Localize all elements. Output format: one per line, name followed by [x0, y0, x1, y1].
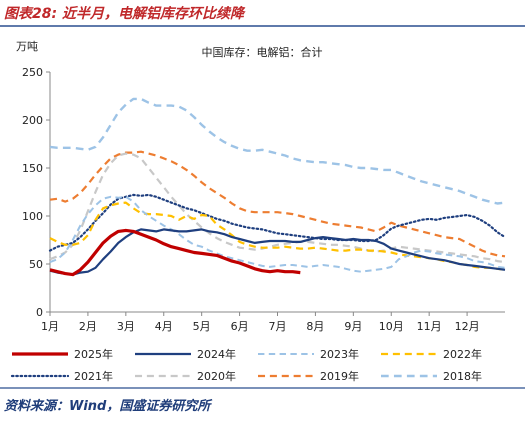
figure-title: 图表28: 近半月，电解铝库存环比续降 — [4, 5, 246, 22]
y-tick-label: 200 — [22, 114, 43, 127]
legend-label: 2020年 — [197, 369, 236, 383]
x-tick-label: 11月 — [417, 320, 442, 333]
x-tick-label: 10月 — [379, 320, 404, 333]
series-lines — [48, 97, 507, 277]
y-tick-label: 250 — [22, 66, 43, 79]
legend-item-2020: 2020年 — [135, 369, 236, 383]
legend: 2025年 2024年 2023年 2022年 2021年 2020年 2019年 2018年 — [10, 347, 482, 383]
x-tick-label: 9月 — [344, 320, 362, 333]
y-tick-label: 0 — [36, 306, 43, 319]
legend-label: 2019年 — [320, 369, 359, 383]
legend-item-2023: 2023年 — [258, 347, 359, 361]
series-line-2025 — [49, 228, 301, 277]
y-axis-unit-label: 万吨 — [16, 40, 38, 53]
legend-label: 2022年 — [443, 347, 482, 361]
legend-label: 2025年 — [74, 347, 113, 361]
legend-label: 2023年 — [320, 347, 359, 361]
legend-item-2018: 2018年 — [381, 369, 482, 383]
legend-item-2025: 2025年 — [12, 347, 113, 361]
y-tick-label: 150 — [22, 162, 43, 175]
series-line-2024 — [49, 228, 506, 276]
series-line-2023 — [49, 195, 506, 273]
x-tick-label: 6月 — [231, 320, 249, 333]
x-tick-label: 3月 — [117, 320, 135, 333]
series-line-2020 — [49, 152, 506, 264]
x-tick-label: 7月 — [269, 320, 287, 333]
legend-item-2024: 2024年 — [135, 347, 236, 361]
x-tick-label: 4月 — [155, 320, 173, 333]
x-tick-label: 2月 — [79, 320, 97, 333]
series-line-2021 — [48, 193, 507, 252]
legend-item-2022: 2022年 — [381, 347, 482, 361]
series-line-2018 — [49, 97, 506, 205]
legend-label: 2018年 — [443, 369, 482, 383]
x-tick-label: 1月 — [41, 320, 59, 333]
x-tick-label: 12月 — [455, 320, 480, 333]
x-tick-label: 8月 — [306, 320, 324, 333]
chart-title: 中国库存：电解铝：合计 — [202, 45, 323, 59]
legend-item-2021: 2021年 — [10, 369, 113, 383]
y-tick-label: 100 — [22, 210, 43, 223]
legend-label: 2021年 — [74, 369, 113, 383]
y-tick-label: 50 — [29, 258, 43, 271]
legend-label: 2024年 — [197, 347, 236, 361]
legend-item-2019: 2019年 — [258, 369, 359, 383]
x-tick-label: 5月 — [193, 320, 211, 333]
figure-source: 资料来源：Wind，国盛证券研究所 — [4, 398, 213, 414]
axes: 0 50 100 150 200 250 1月 2月 3月 4月 5月 6月 7月 8月 9月 10月 11月 1… — [22, 66, 505, 333]
